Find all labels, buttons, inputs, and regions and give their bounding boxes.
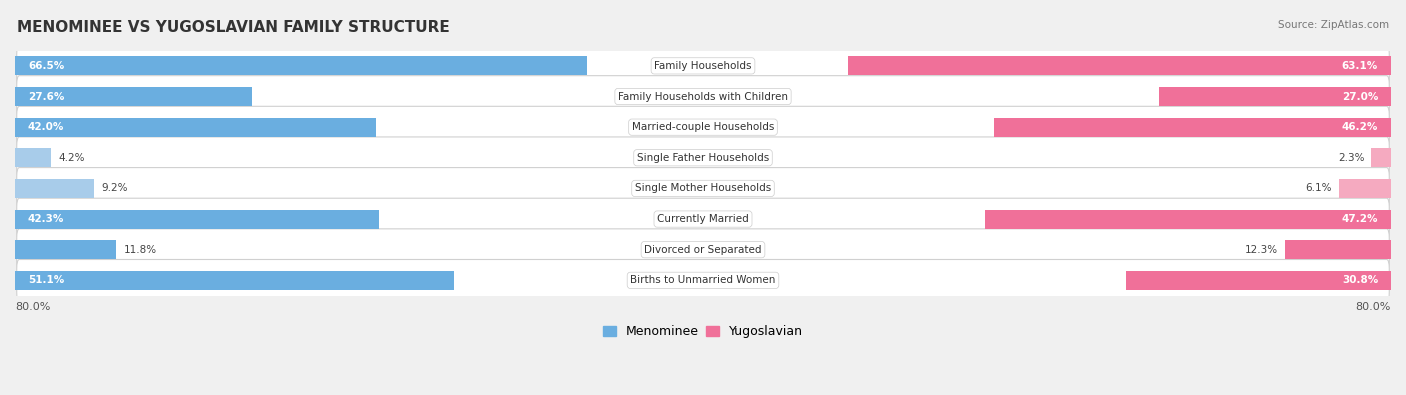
FancyBboxPatch shape (17, 45, 1389, 87)
Bar (15, 148, 51, 167)
Bar (848, 56, 1391, 75)
Text: 51.1%: 51.1% (28, 275, 65, 285)
Text: Currently Married: Currently Married (657, 214, 749, 224)
Text: 46.2%: 46.2% (1341, 122, 1378, 132)
Text: 80.0%: 80.0% (1355, 303, 1391, 312)
FancyBboxPatch shape (17, 106, 1389, 148)
Bar (15, 179, 94, 198)
Text: 66.5%: 66.5% (28, 61, 65, 71)
Text: 2.3%: 2.3% (1339, 153, 1364, 163)
Text: 12.3%: 12.3% (1246, 245, 1278, 255)
Text: 27.0%: 27.0% (1341, 92, 1378, 102)
Text: Family Households with Children: Family Households with Children (619, 92, 787, 102)
Text: 9.2%: 9.2% (101, 183, 128, 194)
Text: 6.1%: 6.1% (1305, 183, 1331, 194)
Text: 42.3%: 42.3% (28, 214, 65, 224)
Bar (15, 87, 252, 106)
Bar (1371, 148, 1391, 167)
Bar (1159, 87, 1391, 106)
Text: 47.2%: 47.2% (1341, 214, 1378, 224)
FancyBboxPatch shape (17, 167, 1389, 209)
Text: Family Households: Family Households (654, 61, 752, 71)
Text: 27.6%: 27.6% (28, 92, 65, 102)
FancyBboxPatch shape (17, 198, 1389, 240)
Bar (1339, 179, 1391, 198)
Text: Source: ZipAtlas.com: Source: ZipAtlas.com (1278, 20, 1389, 30)
Text: Single Mother Households: Single Mother Households (636, 183, 770, 194)
Text: Divorced or Separated: Divorced or Separated (644, 245, 762, 255)
Text: Single Father Households: Single Father Households (637, 153, 769, 163)
FancyBboxPatch shape (17, 229, 1389, 271)
Text: MENOMINEE VS YUGOSLAVIAN FAMILY STRUCTURE: MENOMINEE VS YUGOSLAVIAN FAMILY STRUCTUR… (17, 20, 450, 35)
Legend: Menominee, Yugoslavian: Menominee, Yugoslavian (598, 320, 808, 343)
Bar (1126, 271, 1391, 290)
Bar (15, 118, 377, 137)
Text: Births to Unmarried Women: Births to Unmarried Women (630, 275, 776, 285)
Bar (1285, 240, 1391, 259)
Text: 11.8%: 11.8% (124, 245, 156, 255)
FancyBboxPatch shape (17, 260, 1389, 301)
Text: 4.2%: 4.2% (58, 153, 84, 163)
Bar (15, 240, 117, 259)
FancyBboxPatch shape (17, 137, 1389, 179)
Text: 80.0%: 80.0% (15, 303, 51, 312)
Text: 63.1%: 63.1% (1341, 61, 1378, 71)
Bar (15, 210, 378, 229)
Bar (15, 56, 586, 75)
Text: 42.0%: 42.0% (28, 122, 65, 132)
Bar (994, 118, 1391, 137)
Bar (986, 210, 1391, 229)
Text: Married-couple Households: Married-couple Households (631, 122, 775, 132)
Bar (15, 271, 454, 290)
Text: 30.8%: 30.8% (1341, 275, 1378, 285)
FancyBboxPatch shape (17, 76, 1389, 117)
